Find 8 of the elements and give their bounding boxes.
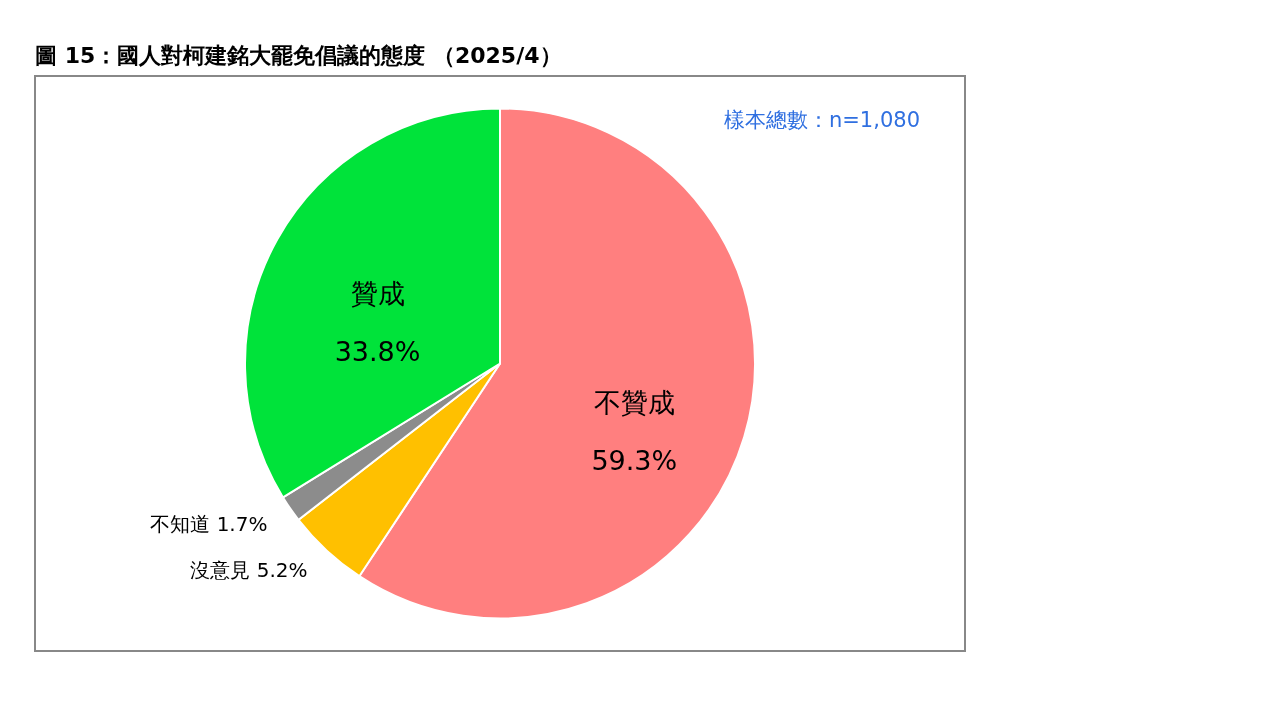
slice-label: 不知道 1.7% xyxy=(150,511,268,536)
data-label: 59.3% xyxy=(591,444,678,476)
chart-title: 圖 15：國人對柯建銘大罷免倡議的態度 （2025/4） xyxy=(35,43,562,68)
slice-label: 不贊成 xyxy=(593,386,675,418)
slice-label: 贊成 xyxy=(350,278,405,310)
data-label: 33.8% xyxy=(334,336,421,368)
slice-label: 沒意見 5.2% xyxy=(190,558,308,583)
text: 樣本總數：n=1,080 xyxy=(723,108,920,132)
